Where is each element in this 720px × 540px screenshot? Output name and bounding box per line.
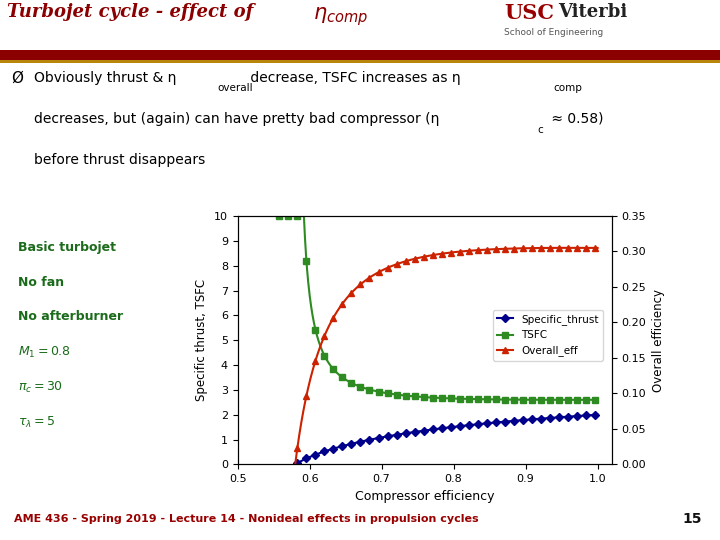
Text: Turbojet cycle - effect of: Turbojet cycle - effect of — [7, 3, 260, 22]
Text: No afterburner: No afterburner — [19, 310, 124, 323]
TSFC — [593, 396, 602, 403]
Overall_eff — [548, 245, 557, 251]
Specific_thrust — [275, 479, 284, 485]
Overall_eff — [593, 245, 602, 251]
Text: overall: overall — [217, 83, 253, 93]
Specific_thrust — [310, 452, 318, 458]
Y-axis label: Specific thrust, TSFC: Specific thrust, TSFC — [195, 279, 208, 401]
Text: ≈ 0.58): ≈ 0.58) — [547, 112, 603, 126]
Specific_thrust — [548, 415, 557, 421]
Overall_eff — [587, 245, 595, 251]
TSFC — [557, 396, 565, 403]
Overall_eff — [565, 245, 574, 251]
Line: Specific_thrust: Specific_thrust — [276, 411, 600, 485]
Specific_thrust — [525, 416, 534, 423]
TSFC — [565, 396, 574, 403]
Text: $\eta_{comp}$: $\eta_{comp}$ — [313, 5, 368, 28]
Text: comp: comp — [554, 83, 582, 93]
Bar — [0, 50, 720, 62]
Text: USC: USC — [504, 3, 554, 23]
TSFC — [310, 320, 318, 326]
Legend: Specific_thrust, TSFC, Overall_eff: Specific_thrust, TSFC, Overall_eff — [493, 310, 603, 361]
TSFC — [275, 213, 284, 219]
Text: c: c — [538, 125, 544, 135]
Text: before thrust disappears: before thrust disappears — [34, 153, 205, 167]
Text: AME 436 - Spring 2019 - Lecture 14 - Nonideal effects in propulsion cycles: AME 436 - Spring 2019 - Lecture 14 - Non… — [14, 514, 479, 524]
Bar — [0, 60, 720, 63]
Specific_thrust — [593, 411, 602, 418]
Line: TSFC: TSFC — [276, 213, 600, 403]
Text: No fan: No fan — [19, 275, 65, 288]
Y-axis label: Overall efficiency: Overall efficiency — [652, 289, 665, 392]
Specific_thrust — [557, 414, 565, 420]
TSFC — [525, 396, 534, 403]
TSFC — [582, 396, 591, 403]
Text: 15: 15 — [683, 512, 702, 526]
Overall_eff — [582, 245, 591, 251]
X-axis label: Compressor efficiency: Compressor efficiency — [355, 490, 495, 503]
Overall_eff — [310, 362, 318, 369]
Text: decrease, TSFC increases as η: decrease, TSFC increases as η — [246, 71, 460, 85]
TSFC — [548, 396, 557, 403]
Text: Ø: Ø — [11, 71, 23, 85]
Text: $\tau_\lambda = 5$: $\tau_\lambda = 5$ — [19, 415, 55, 430]
Specific_thrust — [582, 412, 590, 418]
Text: Basic turbojet: Basic turbojet — [19, 241, 117, 254]
Text: $\pi_c = 30$: $\pi_c = 30$ — [19, 380, 63, 395]
Text: Obviously thrust & η: Obviously thrust & η — [34, 71, 176, 85]
Overall_eff — [525, 245, 534, 252]
Text: Viterbi: Viterbi — [558, 3, 627, 22]
Specific_thrust — [586, 412, 595, 418]
Overall_eff — [557, 245, 565, 251]
TSFC — [587, 396, 595, 403]
Text: School of Engineering: School of Engineering — [504, 28, 603, 37]
Text: decreases, but (again) can have pretty bad compressor (η: decreases, but (again) can have pretty b… — [34, 112, 439, 126]
Text: $M_1 = 0.8$: $M_1 = 0.8$ — [19, 345, 71, 360]
Line: Overall_eff: Overall_eff — [276, 245, 600, 540]
